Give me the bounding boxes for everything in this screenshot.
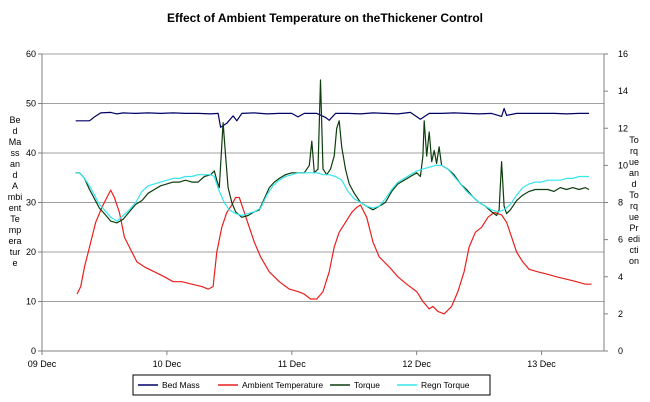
y-left-label-fragment: d bbox=[12, 170, 17, 180]
y-right-label-fragment: d bbox=[631, 179, 636, 189]
y-right-label-fragment: on bbox=[629, 256, 639, 266]
y-right-label-fragment: edi bbox=[628, 234, 640, 244]
series-line-regn-torque bbox=[75, 164, 589, 222]
series-line-bed-mass bbox=[75, 107, 589, 128]
y-left-label-fragment: ent bbox=[9, 203, 22, 213]
y-left-tick-label: 0 bbox=[31, 346, 36, 356]
chart-title: Effect of Ambient Temperature on theThic… bbox=[167, 11, 483, 25]
y-right-label-fragment: rq bbox=[630, 146, 638, 156]
x-tick-label: 11 Dec bbox=[278, 359, 306, 369]
x-tick-label: 09 Dec bbox=[28, 359, 57, 369]
y-left-tick-label: 40 bbox=[26, 148, 36, 158]
y-left-label-fragment: era bbox=[8, 236, 21, 246]
y-right-tick-label: 8 bbox=[618, 198, 623, 208]
y-right-label-fragment: ue bbox=[629, 212, 639, 222]
y-left-label-fragment: e bbox=[12, 258, 17, 268]
y-left-label-fragment: ss bbox=[11, 148, 21, 158]
y-left-tick-label: 10 bbox=[26, 297, 36, 307]
y-right-tick-label: 14 bbox=[618, 86, 628, 96]
y-left-label-fragment: Te bbox=[10, 214, 20, 224]
y-left-label-fragment: tur bbox=[10, 247, 21, 257]
y-right-tick-label: 0 bbox=[618, 346, 623, 356]
series-line-torque bbox=[75, 79, 590, 224]
y-left-label-fragment: A bbox=[12, 181, 18, 191]
y-left-label-fragment: an bbox=[10, 159, 20, 169]
legend-label: Regn Torque bbox=[421, 380, 470, 390]
y-right-label-fragment: Pr bbox=[630, 223, 639, 233]
y-left-label-fragment: d bbox=[12, 126, 17, 136]
y-right-label-fragment: To bbox=[629, 135, 639, 145]
y-right-tick-label: 4 bbox=[618, 272, 623, 282]
x-tick-label: 13 Dec bbox=[527, 359, 556, 369]
series-layer bbox=[75, 79, 592, 315]
y-right-label-fragment: ue bbox=[629, 157, 639, 167]
y-right-tick-label: 6 bbox=[618, 235, 623, 245]
y-right-label-fragment: an bbox=[629, 168, 639, 178]
y-right-label-fragment: rq bbox=[630, 201, 638, 211]
y-right-tick-label: 16 bbox=[618, 49, 628, 59]
y-left-tick-label: 20 bbox=[26, 247, 36, 257]
axes: 0 10 20 30 40 50 60 0 2 4 6 8 10 12 14 16 09 Dec 10 Dec 11… bbox=[26, 49, 628, 369]
y-right-label-fragment: cti bbox=[630, 245, 639, 255]
legend-box bbox=[132, 374, 491, 396]
y-left-tick-label: 50 bbox=[26, 99, 36, 109]
y-left-tick-label: 30 bbox=[26, 198, 36, 208]
legend-label: Torque bbox=[354, 380, 380, 390]
x-tick-label: 12 Dec bbox=[402, 359, 431, 369]
y-right-tick-label: 12 bbox=[618, 123, 628, 133]
y-right-tick-label: 2 bbox=[618, 309, 623, 319]
y-left-label-fragment: mbi bbox=[8, 192, 23, 202]
y-left-tick-label: 60 bbox=[26, 49, 36, 59]
legend-label: Ambient Temperature bbox=[242, 380, 323, 390]
y-left-label-fragment: Be bbox=[9, 115, 20, 125]
legend-label: Bed Mass bbox=[162, 380, 200, 390]
x-tick-label: 10 Dec bbox=[153, 359, 182, 369]
y-right-tick-label: 10 bbox=[618, 160, 628, 170]
y-right-label-fragment: To bbox=[629, 190, 639, 200]
y-left-label-fragment: Ma bbox=[9, 137, 22, 147]
y-left-label-fragment: mp bbox=[9, 225, 22, 235]
grid bbox=[42, 53, 604, 302]
legend: Bed Mass Ambient Temperature Torque Regn To… bbox=[132, 374, 491, 396]
